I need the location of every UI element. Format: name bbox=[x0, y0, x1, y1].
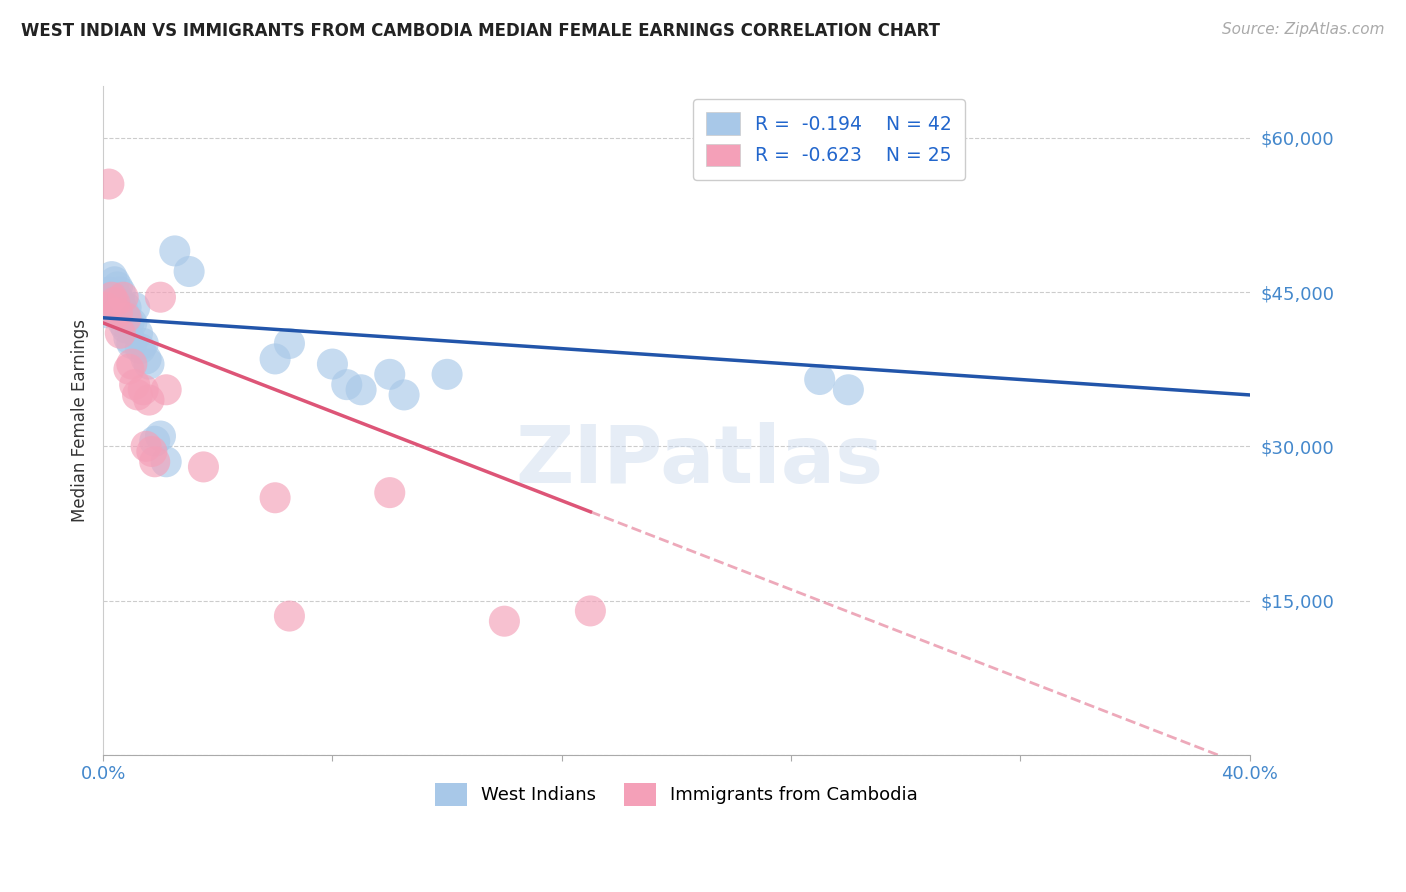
Point bbox=[155, 455, 177, 469]
Point bbox=[94, 305, 117, 319]
Point bbox=[138, 357, 160, 371]
Point bbox=[378, 485, 401, 500]
Point bbox=[115, 310, 138, 325]
Point bbox=[138, 392, 160, 407]
Point bbox=[104, 295, 127, 310]
Point bbox=[143, 455, 166, 469]
Point bbox=[94, 301, 117, 315]
Y-axis label: Median Female Earnings: Median Female Earnings bbox=[72, 319, 89, 522]
Point bbox=[118, 316, 141, 330]
Point bbox=[127, 326, 149, 341]
Point bbox=[163, 244, 186, 258]
Point bbox=[143, 434, 166, 449]
Point bbox=[100, 290, 122, 304]
Point bbox=[121, 316, 143, 330]
Point bbox=[110, 285, 132, 299]
Text: Source: ZipAtlas.com: Source: ZipAtlas.com bbox=[1222, 22, 1385, 37]
Point bbox=[135, 351, 157, 366]
Point bbox=[121, 357, 143, 371]
Point bbox=[149, 429, 172, 443]
Point bbox=[264, 351, 287, 366]
Point bbox=[129, 342, 152, 356]
Point bbox=[193, 459, 215, 474]
Point bbox=[107, 305, 129, 319]
Point bbox=[392, 388, 415, 402]
Point bbox=[121, 336, 143, 351]
Point bbox=[336, 377, 359, 392]
Point bbox=[436, 368, 458, 382]
Point bbox=[141, 444, 163, 458]
Point bbox=[97, 285, 120, 299]
Point bbox=[124, 377, 146, 392]
Point bbox=[107, 280, 129, 294]
Point bbox=[264, 491, 287, 505]
Point bbox=[107, 305, 129, 319]
Point bbox=[104, 275, 127, 289]
Point bbox=[135, 439, 157, 453]
Point bbox=[110, 297, 132, 311]
Point bbox=[118, 362, 141, 376]
Point bbox=[107, 290, 129, 304]
Point bbox=[118, 331, 141, 345]
Point bbox=[149, 290, 172, 304]
Text: WEST INDIAN VS IMMIGRANTS FROM CAMBODIA MEDIAN FEMALE EARNINGS CORRELATION CHART: WEST INDIAN VS IMMIGRANTS FROM CAMBODIA … bbox=[21, 22, 941, 40]
Point bbox=[278, 336, 301, 351]
Point bbox=[115, 301, 138, 315]
Point bbox=[97, 295, 120, 310]
Point bbox=[350, 383, 373, 397]
Point bbox=[132, 383, 155, 397]
Point bbox=[808, 372, 831, 386]
Point bbox=[97, 177, 120, 191]
Point bbox=[112, 290, 135, 304]
Point bbox=[378, 368, 401, 382]
Point bbox=[579, 604, 602, 618]
Point bbox=[104, 295, 127, 310]
Point bbox=[127, 388, 149, 402]
Point bbox=[494, 614, 516, 628]
Point bbox=[100, 269, 122, 284]
Point bbox=[321, 357, 343, 371]
Text: ZIPatlas: ZIPatlas bbox=[515, 422, 883, 500]
Point bbox=[179, 264, 201, 278]
Point bbox=[112, 316, 135, 330]
Point bbox=[132, 336, 155, 351]
Point bbox=[124, 301, 146, 315]
Point bbox=[100, 301, 122, 315]
Point bbox=[837, 383, 859, 397]
Point bbox=[112, 303, 135, 318]
Point bbox=[115, 321, 138, 335]
Point bbox=[110, 326, 132, 341]
Point bbox=[100, 290, 122, 304]
Point bbox=[155, 383, 177, 397]
Point bbox=[278, 609, 301, 624]
Legend: West Indians, Immigrants from Cambodia: West Indians, Immigrants from Cambodia bbox=[427, 776, 925, 813]
